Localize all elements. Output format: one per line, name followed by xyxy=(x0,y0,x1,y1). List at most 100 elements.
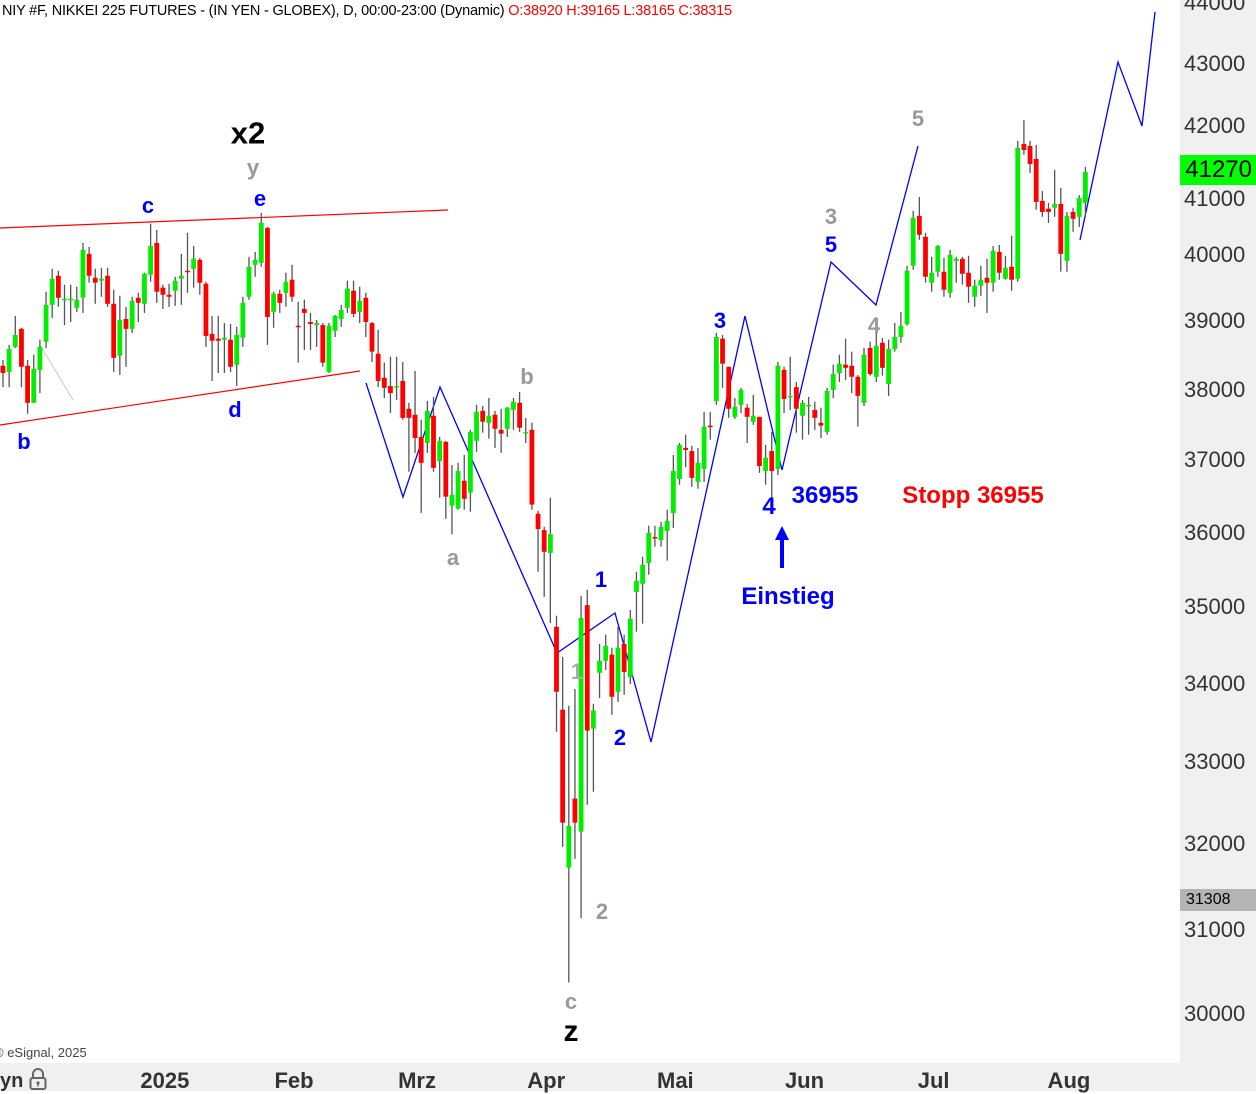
candle[interactable] xyxy=(215,315,221,373)
candle[interactable] xyxy=(443,440,449,519)
candle[interactable] xyxy=(910,210,916,270)
candle[interactable] xyxy=(763,445,768,485)
lock-icon[interactable] xyxy=(29,1068,47,1090)
candle[interactable] xyxy=(572,689,578,859)
candle[interactable] xyxy=(732,397,738,419)
candle[interactable] xyxy=(566,705,572,983)
candle[interactable] xyxy=(824,387,830,435)
candle[interactable] xyxy=(935,244,941,277)
candle[interactable] xyxy=(1003,255,1008,280)
candle[interactable] xyxy=(849,351,855,394)
candle[interactable] xyxy=(707,411,713,440)
candle[interactable] xyxy=(535,510,541,572)
candle[interactable] xyxy=(560,656,566,847)
candle[interactable] xyxy=(640,556,645,624)
candle[interactable] xyxy=(492,410,498,448)
candle[interactable] xyxy=(363,292,369,337)
candle[interactable] xyxy=(19,327,24,388)
candle[interactable] xyxy=(529,422,535,510)
candle[interactable] xyxy=(1009,235,1014,291)
candle[interactable] xyxy=(111,289,117,372)
candle[interactable] xyxy=(345,280,350,313)
candle[interactable] xyxy=(203,281,209,347)
candle[interactable] xyxy=(504,407,510,437)
candle[interactable] xyxy=(209,315,215,381)
candle[interactable] xyxy=(49,268,55,318)
candle[interactable] xyxy=(873,332,879,382)
candle[interactable] xyxy=(43,291,49,348)
candle[interactable] xyxy=(332,314,338,337)
candle[interactable] xyxy=(511,397,516,430)
candle[interactable] xyxy=(424,401,430,453)
candle[interactable] xyxy=(228,324,233,372)
candle[interactable] xyxy=(31,354,37,403)
candle[interactable] xyxy=(474,404,479,452)
candle[interactable] xyxy=(185,232,190,293)
candle[interactable] xyxy=(953,256,959,283)
candle[interactable] xyxy=(775,361,781,476)
candle[interactable] xyxy=(929,256,935,292)
candle[interactable] xyxy=(1058,188,1064,272)
candle[interactable] xyxy=(12,315,18,348)
candle[interactable] xyxy=(314,320,320,347)
candle[interactable] xyxy=(55,270,61,307)
candle[interactable] xyxy=(142,272,147,313)
candle[interactable] xyxy=(812,401,818,430)
candle[interactable] xyxy=(1039,190,1045,217)
candle[interactable] xyxy=(68,284,74,323)
candle[interactable] xyxy=(99,267,104,297)
candle[interactable] xyxy=(978,265,984,296)
candle[interactable] xyxy=(750,394,756,425)
time-axis[interactable] xyxy=(0,1063,1256,1091)
candle[interactable] xyxy=(714,332,719,405)
candle[interactable] xyxy=(615,626,621,702)
candle[interactable] xyxy=(646,525,652,575)
candle[interactable] xyxy=(578,595,584,919)
candle[interactable] xyxy=(258,212,264,267)
candle[interactable] xyxy=(74,286,80,312)
candle[interactable] xyxy=(431,396,436,472)
candle[interactable] xyxy=(603,634,609,671)
candle[interactable] xyxy=(295,301,301,363)
candle[interactable] xyxy=(308,312,313,350)
candle[interactable] xyxy=(609,647,615,715)
candle[interactable] xyxy=(941,257,947,297)
candle[interactable] xyxy=(634,571,639,632)
candle[interactable] xyxy=(744,403,750,443)
candle[interactable] xyxy=(990,245,996,292)
candle[interactable] xyxy=(757,416,762,473)
candle[interactable] xyxy=(1070,207,1076,232)
candle[interactable] xyxy=(375,329,381,388)
candle[interactable] xyxy=(1015,140,1021,282)
candle[interactable] xyxy=(271,291,276,328)
candle[interactable] xyxy=(394,356,399,401)
candle[interactable] xyxy=(523,417,529,443)
candle[interactable] xyxy=(1027,140,1033,173)
candle[interactable] xyxy=(449,464,455,535)
candle[interactable] xyxy=(381,362,387,398)
candle[interactable] xyxy=(1064,211,1070,272)
candle[interactable] xyxy=(166,283,172,307)
candle[interactable] xyxy=(554,615,559,732)
candle[interactable] xyxy=(6,344,12,388)
lower-trendline[interactable] xyxy=(0,370,361,426)
candle[interactable] xyxy=(191,245,197,288)
candle[interactable] xyxy=(105,267,110,307)
candle[interactable] xyxy=(412,370,418,453)
candle[interactable] xyxy=(123,306,129,367)
candle[interactable] xyxy=(996,244,1002,280)
candle[interactable] xyxy=(418,419,424,513)
candle[interactable] xyxy=(148,223,153,282)
candle[interactable] xyxy=(541,526,547,597)
candle[interactable] xyxy=(947,249,953,298)
upper-trendline[interactable] xyxy=(0,209,449,229)
candle[interactable] xyxy=(320,323,326,367)
candle[interactable] xyxy=(468,429,473,512)
candle[interactable] xyxy=(486,397,492,439)
candle[interactable] xyxy=(86,246,92,283)
candle[interactable] xyxy=(517,392,522,432)
candle[interactable] xyxy=(658,521,664,547)
candle[interactable] xyxy=(670,454,676,528)
candle[interactable] xyxy=(357,286,363,324)
candle[interactable] xyxy=(972,279,978,307)
